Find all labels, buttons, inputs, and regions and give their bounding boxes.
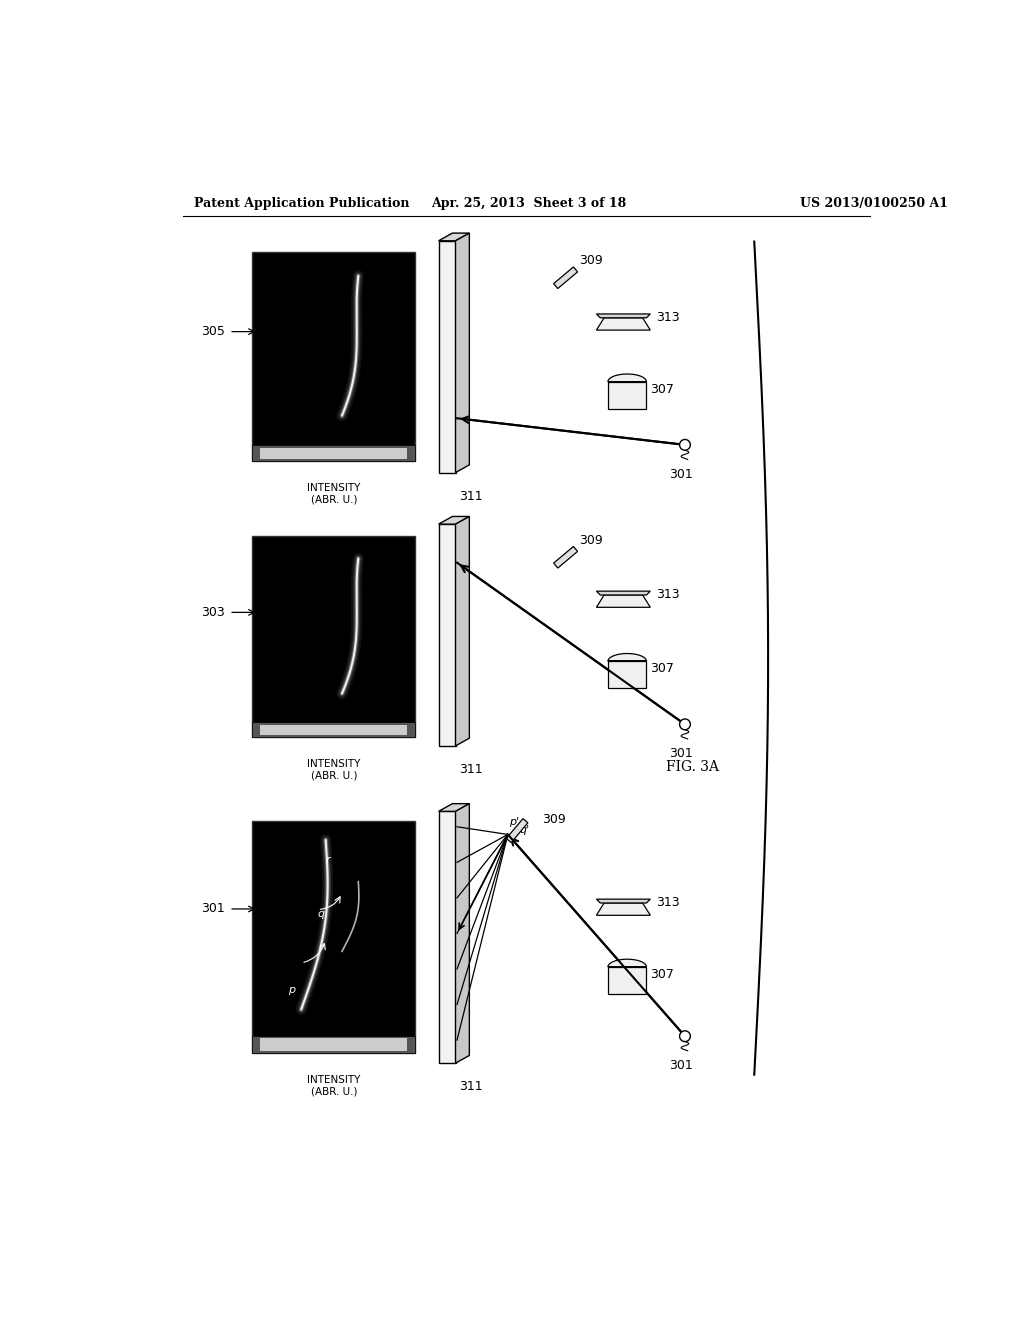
Polygon shape [456,516,469,746]
Polygon shape [260,725,408,735]
Text: 303: 303 [202,606,225,619]
Polygon shape [596,314,650,318]
Text: INTENSITY
(ABR. U.): INTENSITY (ABR. U.) [307,759,360,780]
Polygon shape [252,536,416,738]
Text: 311: 311 [460,1080,483,1093]
Polygon shape [438,234,469,240]
Polygon shape [252,1036,416,1053]
Polygon shape [438,812,456,1063]
Text: 309: 309 [580,533,603,546]
Text: 301: 301 [202,903,225,916]
Text: INTENSITY
(ABR. U.): INTENSITY (ABR. U.) [307,483,360,504]
Text: Apr. 25, 2013  Sheet 3 of 18: Apr. 25, 2013 Sheet 3 of 18 [431,197,626,210]
Polygon shape [608,374,646,381]
Text: 307: 307 [650,663,674,676]
Text: p: p [288,985,295,995]
Text: 309: 309 [543,813,566,825]
Text: r: r [326,855,331,865]
Bar [608,661,646,688]
Text: 301: 301 [670,747,693,760]
Circle shape [680,440,690,450]
Text: 311: 311 [460,490,483,503]
Text: Patent Application Publication: Patent Application Publication [194,197,410,210]
Polygon shape [608,960,646,966]
Polygon shape [456,804,469,1063]
Polygon shape [438,524,456,746]
Text: 307: 307 [650,383,674,396]
Polygon shape [438,240,456,473]
Text: FIG. 3A: FIG. 3A [667,760,719,774]
Bar [608,966,646,994]
Polygon shape [596,595,650,607]
Bar [608,381,646,409]
Text: p': p' [509,817,519,828]
Polygon shape [456,234,469,473]
Polygon shape [554,546,578,568]
Text: 307: 307 [650,968,674,981]
Polygon shape [596,903,650,915]
Polygon shape [596,899,650,903]
Polygon shape [252,821,416,1053]
Text: 311: 311 [460,763,483,776]
Text: 313: 313 [655,312,679,325]
Text: 305: 305 [202,325,225,338]
Polygon shape [252,445,416,461]
Text: q': q' [520,825,529,836]
Text: INTENSITY
(ABR. U.): INTENSITY (ABR. U.) [307,1074,360,1097]
Polygon shape [260,1039,408,1051]
Text: 309: 309 [580,255,603,268]
Text: 301: 301 [670,1059,693,1072]
Text: US 2013/0100250 A1: US 2013/0100250 A1 [801,197,948,210]
Circle shape [680,719,690,730]
Polygon shape [596,318,650,330]
Polygon shape [438,516,469,524]
Text: 313: 313 [655,896,679,909]
Text: 313: 313 [655,589,679,602]
Circle shape [680,1031,690,1041]
Polygon shape [608,653,646,661]
Polygon shape [554,267,578,289]
Polygon shape [438,804,469,812]
Polygon shape [596,591,650,595]
Polygon shape [506,818,528,842]
Polygon shape [252,722,416,738]
Polygon shape [252,252,416,461]
Text: 301: 301 [670,469,693,480]
Text: q: q [317,908,325,919]
Polygon shape [260,447,408,458]
